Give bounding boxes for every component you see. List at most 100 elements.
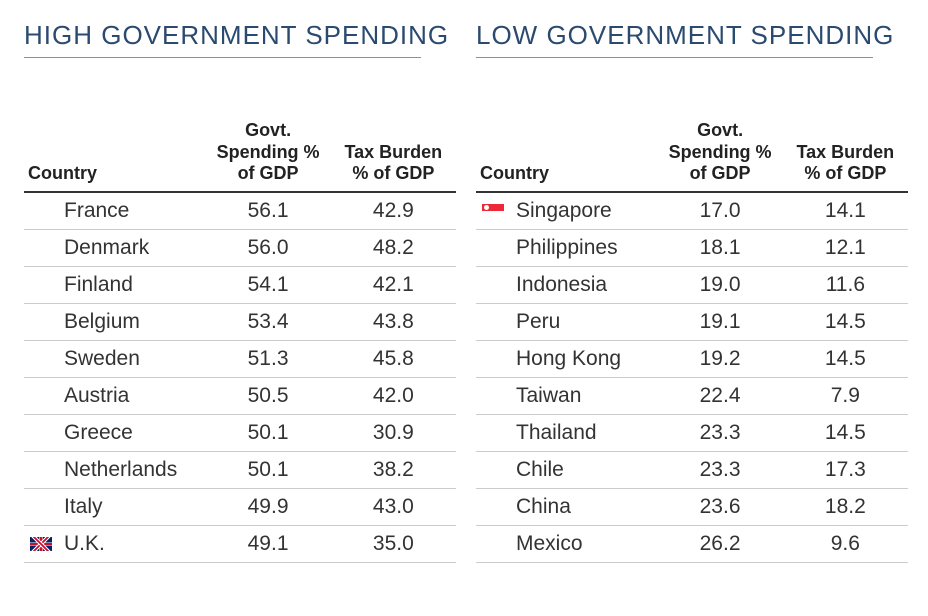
table-header-row: Country Govt. Spending % of GDP Tax Burd… xyxy=(476,118,908,192)
country-name: Peru xyxy=(516,310,560,333)
table-row: France56.142.9 xyxy=(24,192,456,230)
sg-flag-icon xyxy=(482,204,504,218)
table-row: Peru19.114.5 xyxy=(476,303,908,340)
table-row: Belgium53.443.8 xyxy=(24,303,456,340)
high-spending-table: Country Govt. Spending % of GDP Tax Burd… xyxy=(24,118,456,563)
high-spending-tbody: France56.142.9Denmark56.048.2Finland54.1… xyxy=(24,192,456,563)
country-name: Netherlands xyxy=(64,458,177,481)
country-name: Mexico xyxy=(516,532,583,555)
table-row: Netherlands 50.138.2 xyxy=(24,451,456,488)
country-cell: Thailand xyxy=(476,414,657,451)
country-cell: France xyxy=(24,192,205,230)
col-tax: Tax Burden % of GDP xyxy=(783,118,908,192)
spend-value: 19.0 xyxy=(657,266,782,303)
table-row: Italy 49.943.0 xyxy=(24,488,456,525)
tax-value: 14.5 xyxy=(783,340,908,377)
high-spending-title: HIGH GOVERNMENT SPENDING xyxy=(24,20,456,51)
low-spending-table: Country Govt. Spending % of GDP Tax Burd… xyxy=(476,118,908,563)
country-cell: Finland xyxy=(24,266,205,303)
country-name: France xyxy=(64,199,129,222)
spend-value: 50.1 xyxy=(205,451,330,488)
spend-value: 17.0 xyxy=(657,192,782,230)
country-cell: Denmark xyxy=(24,229,205,266)
spend-value: 51.3 xyxy=(205,340,330,377)
low-spending-tbody: Singapore17.014.1Philippines18.112.1Indo… xyxy=(476,192,908,563)
tax-value: 45.8 xyxy=(331,340,456,377)
country-cell: Philippines xyxy=(476,229,657,266)
country-cell: U.K. xyxy=(24,525,205,562)
table-row: Singapore 17.014.1 xyxy=(476,192,908,230)
tax-value: 43.0 xyxy=(331,488,456,525)
tax-value: 14.5 xyxy=(783,414,908,451)
spend-value: 23.3 xyxy=(657,451,782,488)
col-spend: Govt. Spending % of GDP xyxy=(657,118,782,192)
table-header-row: Country Govt. Spending % of GDP Tax Burd… xyxy=(24,118,456,192)
country-name: U.K. xyxy=(64,532,105,555)
country-cell: Taiwan xyxy=(476,377,657,414)
table-row: Finland 54.142.1 xyxy=(24,266,456,303)
tax-value: 38.2 xyxy=(331,451,456,488)
tax-value: 18.2 xyxy=(783,488,908,525)
country-name: Greece xyxy=(64,421,133,444)
title-underline xyxy=(476,57,873,58)
tax-value: 17.3 xyxy=(783,451,908,488)
spend-value: 23.6 xyxy=(657,488,782,525)
tax-value: 48.2 xyxy=(331,229,456,266)
table-row: Sweden51.345.8 xyxy=(24,340,456,377)
table-row: Austria 50.542.0 xyxy=(24,377,456,414)
table-row: Hong Kong 19.214.5 xyxy=(476,340,908,377)
country-cell: China xyxy=(476,488,657,525)
tax-value: 42.1 xyxy=(331,266,456,303)
table-row: Greece50.130.9 xyxy=(24,414,456,451)
tax-value: 42.0 xyxy=(331,377,456,414)
table-row: Denmark 56.048.2 xyxy=(24,229,456,266)
uk-flag-icon xyxy=(30,537,52,551)
spend-value: 56.1 xyxy=(205,192,330,230)
country-name: Indonesia xyxy=(516,273,607,296)
spend-value: 19.2 xyxy=(657,340,782,377)
country-name: Hong Kong xyxy=(516,347,621,370)
country-name: Philippines xyxy=(516,236,618,259)
spend-value: 22.4 xyxy=(657,377,782,414)
tax-value: 14.1 xyxy=(783,192,908,230)
tax-value: 9.6 xyxy=(783,525,908,562)
tax-value: 11.6 xyxy=(783,266,908,303)
two-column-layout: HIGH GOVERNMENT SPENDING Country Govt. S… xyxy=(0,0,928,616)
spend-value: 56.0 xyxy=(205,229,330,266)
table-row: U.K. 49.135.0 xyxy=(24,525,456,562)
spend-value: 54.1 xyxy=(205,266,330,303)
country-name: Finland xyxy=(64,273,133,296)
country-name: Singapore xyxy=(516,199,612,222)
tax-value: 7.9 xyxy=(783,377,908,414)
spend-value: 23.3 xyxy=(657,414,782,451)
country-cell: Greece xyxy=(24,414,205,451)
table-row: China 23.618.2 xyxy=(476,488,908,525)
spend-value: 18.1 xyxy=(657,229,782,266)
tax-value: 35.0 xyxy=(331,525,456,562)
table-row: Philippines18.112.1 xyxy=(476,229,908,266)
country-cell: Hong Kong xyxy=(476,340,657,377)
country-cell: Austria xyxy=(24,377,205,414)
country-name: Thailand xyxy=(516,421,597,444)
low-spending-title: LOW GOVERNMENT SPENDING xyxy=(476,20,908,51)
country-cell: Belgium xyxy=(24,303,205,340)
col-country: Country xyxy=(476,118,657,192)
country-name: Denmark xyxy=(64,236,149,259)
country-cell: Italy xyxy=(24,488,205,525)
country-name: Chile xyxy=(516,458,564,481)
tax-value: 14.5 xyxy=(783,303,908,340)
low-spending-panel: LOW GOVERNMENT SPENDING Country Govt. Sp… xyxy=(466,20,918,606)
table-row: Taiwan22.47.9 xyxy=(476,377,908,414)
country-name: Italy xyxy=(64,495,103,518)
country-name: China xyxy=(516,495,571,518)
spend-value: 49.1 xyxy=(205,525,330,562)
country-cell: Sweden xyxy=(24,340,205,377)
country-cell: Mexico xyxy=(476,525,657,562)
title-underline xyxy=(24,57,421,58)
spend-value: 50.5 xyxy=(205,377,330,414)
spend-value: 49.9 xyxy=(205,488,330,525)
country-name: Austria xyxy=(64,384,129,407)
tax-value: 43.8 xyxy=(331,303,456,340)
country-cell: Indonesia xyxy=(476,266,657,303)
spend-value: 50.1 xyxy=(205,414,330,451)
